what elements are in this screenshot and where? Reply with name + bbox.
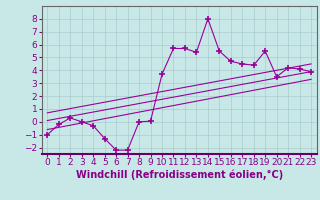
X-axis label: Windchill (Refroidissement éolien,°C): Windchill (Refroidissement éolien,°C) [76,170,283,180]
